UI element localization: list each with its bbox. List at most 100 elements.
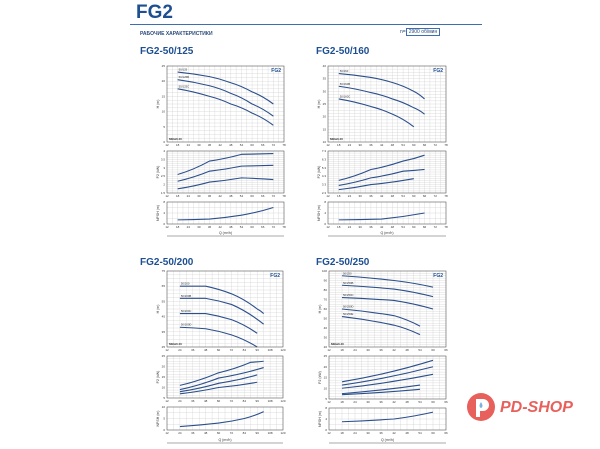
series-curve: [177, 206, 274, 221]
x-tick-label: 48: [229, 225, 233, 229]
x-tick-label: 108: [268, 431, 273, 435]
x-tick-label: 18: [176, 225, 180, 229]
y-tick-label: 5.3: [322, 166, 327, 170]
x-tick-label: 78: [444, 194, 448, 198]
x-tick-label: 12: [326, 194, 330, 198]
series-label: 50/160B: [340, 82, 351, 86]
y-axis-label: NPSH (m): [317, 205, 321, 221]
x-tick-label: 72: [434, 225, 438, 229]
y-axis-label: NPSH (m): [156, 205, 160, 221]
y-tick-label: 6.3: [322, 157, 327, 161]
x-axis-label: Q (m³/h): [381, 438, 394, 442]
x-tick-label: 36: [191, 348, 195, 352]
x-tick-label: 78: [444, 143, 448, 147]
series-curve: [179, 313, 258, 334]
y-axis-label: H (m): [317, 100, 321, 109]
x-tick-label: 48: [204, 431, 208, 435]
y-tick-label: 5: [163, 396, 165, 400]
y-tick-label: 4: [325, 417, 327, 421]
y-tick-label: 20: [324, 365, 328, 369]
x-tick-label: 54: [401, 225, 405, 229]
x-tick-label: 42: [380, 225, 384, 229]
y-tick-label: 20: [162, 79, 166, 83]
plot-frame: [166, 201, 285, 225]
section-subtitle: РАБОЧИЕ ХАРАКТЕРИСТИКИ: [140, 31, 213, 37]
plot-frame: [166, 406, 284, 431]
x-tick-label: 18: [340, 348, 344, 352]
x-tick-label: 60: [217, 348, 221, 352]
x-tick-label: 18: [337, 194, 341, 198]
x-tick-label: 42: [392, 348, 396, 352]
series-curve: [341, 359, 434, 383]
x-tick-label: 30: [366, 431, 370, 435]
y-tick-label: 35: [323, 77, 327, 81]
y-tick-label: 15: [324, 376, 328, 380]
panel-power: [327, 150, 447, 194]
x-tick-label: 66: [423, 194, 427, 198]
x-tick-label: 96: [256, 431, 260, 435]
series-label: 50/250E: [343, 312, 354, 316]
x-tick-label: 120: [280, 431, 285, 435]
x-tick-label: 30: [366, 400, 370, 404]
series-curve: [341, 388, 421, 396]
panel-head: [327, 65, 447, 143]
series-label: 50/250B: [343, 281, 354, 285]
x-tick-label: 24: [348, 225, 352, 229]
chart-title: FG2-50/125: [140, 46, 194, 57]
x-tick-label: 60: [431, 348, 435, 352]
series-label: 50/200B: [181, 294, 192, 298]
y-tick-label: 25: [162, 345, 166, 349]
y-tick-label: 20: [323, 115, 327, 119]
x-tick-label: 36: [379, 348, 383, 352]
x-tick-label: 24: [178, 431, 182, 435]
y-axis-label: P2 (kW): [317, 166, 321, 179]
y-tick-label: 40: [323, 64, 327, 68]
x-tick-label: 60: [250, 225, 254, 229]
x-tick-label: 36: [208, 225, 212, 229]
series-curve: [179, 411, 264, 428]
x-tick-label: 48: [405, 400, 409, 404]
x-tick-label: 78: [282, 143, 286, 147]
y-tick-label: 1.5: [161, 191, 166, 195]
series-curve: [179, 285, 265, 314]
y-tick-label: 35: [162, 330, 166, 334]
y-tick-label: 3: [163, 166, 165, 170]
x-tick-label: 108: [268, 348, 273, 352]
brand-label: FG2: [433, 68, 443, 74]
plot-frame: [328, 355, 447, 400]
series-curve: [177, 152, 274, 176]
series-curve: [338, 154, 425, 181]
series-label: 50/200D: [181, 323, 192, 327]
series-curve: [341, 384, 421, 395]
speed-prefix: n=: [400, 29, 406, 35]
y-tick-label: 15: [323, 127, 327, 131]
y-tick-label: 75: [162, 269, 166, 273]
y-axis-label: P2 (kW): [318, 371, 322, 384]
y-tick-label: 0: [325, 428, 327, 432]
x-tick-label: 60: [412, 225, 416, 229]
plot-frame: [166, 150, 285, 194]
x-axis-label: Q (m³/h): [219, 231, 232, 235]
page-title: FG2: [136, 2, 173, 23]
series-curve: [338, 98, 415, 128]
x-tick-label: 60: [250, 194, 254, 198]
y-tick-label: 25: [162, 64, 166, 68]
x-tick-label: 12: [326, 225, 330, 229]
x-tick-label: 36: [369, 225, 373, 229]
x-tick-label: 24: [348, 143, 352, 147]
x-tick-label: 24: [187, 225, 191, 229]
x-tick-label: 18: [340, 400, 344, 404]
y-tick-label: 10: [323, 140, 327, 144]
series-label: 50/160: [340, 69, 349, 73]
y-tick-label: 30: [324, 336, 328, 340]
x-tick-label: 48: [405, 348, 409, 352]
pd-shop-logo: [466, 392, 496, 427]
panel-power: [328, 355, 447, 400]
series-curve: [179, 326, 258, 348]
y-tick-label: 10: [162, 405, 166, 409]
x-tick-label: 54: [418, 431, 422, 435]
plot-frame: [166, 355, 284, 399]
plot-frame: [327, 65, 447, 143]
x-tick-label: 54: [240, 194, 244, 198]
